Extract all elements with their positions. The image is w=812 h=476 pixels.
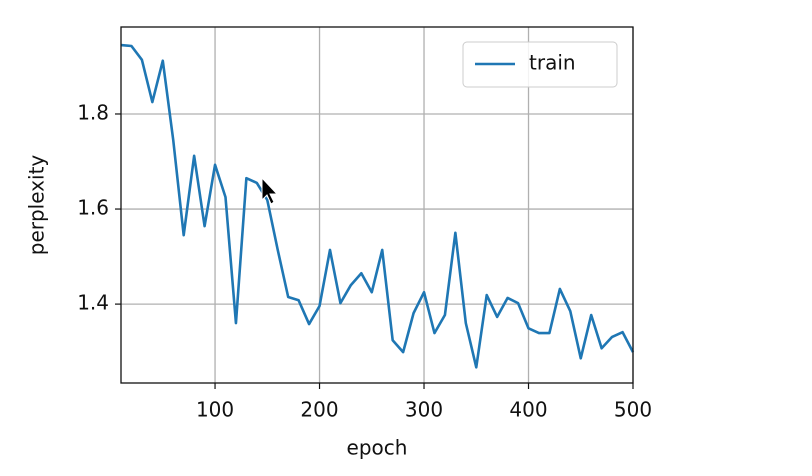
mouse-cursor [261,176,279,205]
y-tick-label: 1.6 [77,196,109,220]
y-axis-label: perplexity [25,155,49,256]
line-series [120,43,635,369]
x-tick-label: 400 [509,398,547,422]
y-tick-label: 1.8 [77,100,109,124]
x-tick-label: 100 [196,398,234,422]
x-axis-label: epoch [347,436,408,460]
legend-box [462,41,618,88]
x-tick-label: 500 [614,398,652,422]
plot-frame [120,26,634,384]
legend-label: train [529,51,576,75]
y-tick-label: 1.4 [77,291,109,315]
x-tick-label: 300 [405,398,443,422]
x-tick-label: 200 [300,398,338,422]
